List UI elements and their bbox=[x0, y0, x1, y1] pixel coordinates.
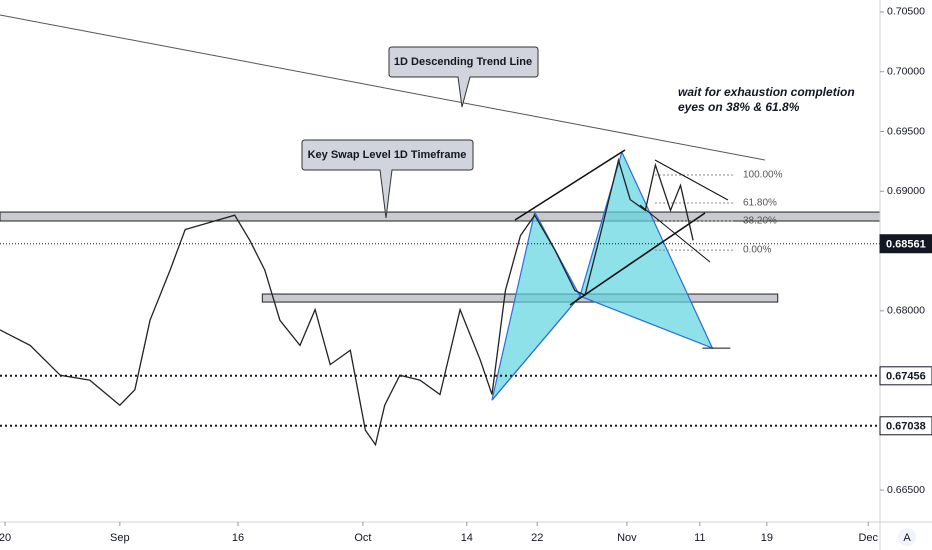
drawing-lines bbox=[514, 149, 729, 306]
x-tick-label: Oct bbox=[354, 532, 371, 544]
price-label-bg bbox=[879, 366, 932, 386]
fib-label: 100.00% bbox=[743, 170, 783, 181]
price-label-bg bbox=[879, 416, 932, 436]
wedge-line bbox=[654, 159, 729, 201]
price-label: 0.68561 bbox=[886, 239, 926, 251]
fib-label: 0.00% bbox=[743, 245, 771, 256]
channel-line bbox=[514, 149, 626, 221]
fib-label: 61.80% bbox=[743, 198, 777, 209]
x-tick-label: Nov bbox=[617, 532, 637, 544]
plot-area: 100.00% 61.80% 38.20% 0.00% bbox=[0, 14, 881, 447]
y-tick-label: 0.68000 bbox=[887, 305, 925, 317]
y-tick-label: 0.66500 bbox=[887, 484, 925, 496]
y-tick-label: 0.69000 bbox=[887, 185, 925, 197]
note: wait for exhaustion completion bbox=[678, 85, 855, 99]
auto-scale-button[interactable] bbox=[898, 528, 916, 546]
callout: Key Swap Level 1D Timeframe bbox=[301, 139, 474, 219]
pattern-line bbox=[491, 295, 581, 401]
fib-label: 38.20% bbox=[743, 216, 777, 227]
wedge-line bbox=[639, 204, 711, 263]
y-tick-label: 0.70500 bbox=[887, 6, 925, 18]
x-tick-label: 11 bbox=[694, 532, 705, 544]
x-tick-label: Dec bbox=[858, 532, 878, 544]
price-label: 0.67456 bbox=[886, 371, 926, 383]
auto-scale-label[interactable]: A bbox=[903, 532, 911, 544]
x-tick-label: 16 bbox=[232, 532, 244, 544]
price-label: 0.67038 bbox=[886, 421, 926, 433]
callout-text: 1D Descending Trend Line bbox=[394, 56, 532, 68]
callout-text: Key Swap Level 1D Timeframe bbox=[308, 149, 467, 161]
price-label-bg bbox=[879, 234, 932, 254]
callout-box bbox=[301, 139, 474, 219]
x-tick-label: 22 bbox=[531, 532, 543, 544]
x-tick-label: 20 bbox=[0, 532, 11, 544]
y-tick-label: 0.70000 bbox=[887, 66, 925, 78]
x-tick-label: 19 bbox=[761, 532, 773, 544]
price-line bbox=[0, 157, 694, 447]
y-tick-label: 0.69500 bbox=[887, 125, 925, 137]
callout: 1D Descending Trend Line bbox=[388, 46, 539, 108]
trend-line bbox=[0, 14, 766, 161]
x-tick-label: Sep bbox=[110, 532, 130, 544]
channel-line bbox=[569, 212, 706, 306]
note: eyes on 38% & 61.8% bbox=[678, 100, 800, 114]
x-tick-label: 14 bbox=[461, 532, 473, 544]
callout-box bbox=[388, 46, 539, 108]
